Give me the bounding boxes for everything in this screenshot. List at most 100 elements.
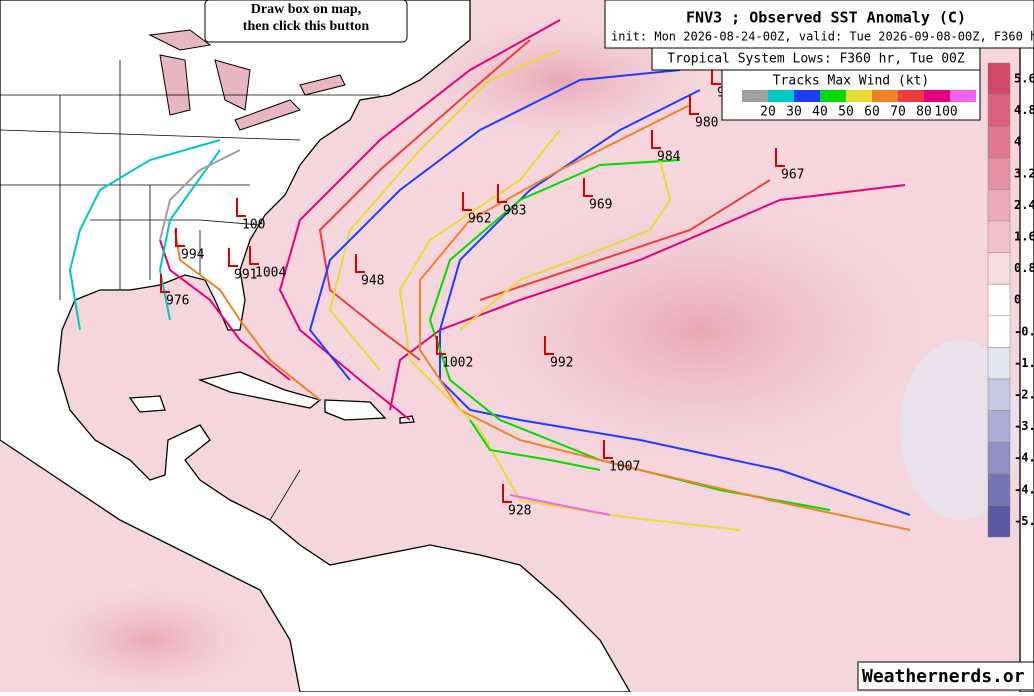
low-marker bbox=[249, 246, 259, 265]
low-marker bbox=[160, 274, 170, 293]
storm-track bbox=[159, 239, 291, 381]
colorbar-cell bbox=[987, 473, 1011, 506]
storm-track bbox=[68, 139, 221, 331]
legend-title: Tracks Max Wind (kt) bbox=[773, 74, 930, 89]
low-pressure: 1007 bbox=[609, 460, 640, 475]
legend-swatch bbox=[846, 90, 872, 102]
colorbar-cell bbox=[987, 505, 1011, 538]
legend-label: 100 bbox=[934, 105, 957, 120]
colorbar-cell bbox=[987, 157, 1011, 190]
low-marker bbox=[355, 254, 365, 273]
colorbar-cell bbox=[987, 220, 1011, 253]
low-marker bbox=[583, 178, 593, 197]
low-pressure: 994 bbox=[181, 248, 205, 263]
colorbar-cell bbox=[987, 189, 1011, 222]
subtitle: init: Mon 2026-08-24-00Z, valid: Tue 202… bbox=[611, 30, 1034, 44]
colorbar-cell bbox=[987, 94, 1011, 127]
storm-track bbox=[398, 129, 741, 531]
colorbar-label: -1. bbox=[1014, 356, 1034, 370]
low-pressure: 1002 bbox=[442, 356, 473, 371]
legend-swatch bbox=[950, 90, 976, 102]
sst-anomaly bbox=[30, 580, 270, 696]
low-marker bbox=[236, 198, 246, 217]
colorbar: 5.6 4.8 4 3.2 2.4 1.6 0.8 0 -0. -1. -2. -3. -4. -4. -5… bbox=[987, 62, 1034, 538]
legend-swatch bbox=[794, 90, 820, 102]
storm-track bbox=[318, 39, 531, 361]
title: FNV3 ; Observed SST Anomaly (C) bbox=[686, 9, 966, 27]
low-pressure: 928 bbox=[508, 504, 531, 519]
legend-label: 30 bbox=[786, 105, 802, 120]
colorbar-label: -4. bbox=[1014, 451, 1034, 465]
colorbar-label: 0 bbox=[1014, 293, 1021, 307]
low-pressure: 992 bbox=[550, 356, 573, 371]
storm-track bbox=[278, 19, 561, 421]
colorbar-label: -4. bbox=[1014, 482, 1034, 496]
low-pressure: 980 bbox=[695, 116, 718, 131]
button[interactable] bbox=[204, 0, 408, 43]
legend-swatch bbox=[872, 90, 898, 102]
watermark: Weathernerds.or bbox=[862, 666, 1025, 687]
legend-label: 40 bbox=[812, 105, 828, 120]
legend-swatch bbox=[820, 90, 846, 102]
storm-track bbox=[509, 494, 611, 516]
low-marker bbox=[502, 484, 512, 503]
low-pressure: 1004 bbox=[255, 266, 286, 281]
watermark-box bbox=[857, 661, 1034, 691]
storm-track bbox=[479, 179, 771, 301]
great-lakes bbox=[148, 29, 346, 131]
colorbar-cell bbox=[987, 125, 1011, 159]
low-marker bbox=[689, 96, 699, 115]
legend-label: 60 bbox=[864, 105, 880, 120]
colorbar-cell bbox=[987, 378, 1011, 411]
low-marker bbox=[462, 192, 472, 211]
legend-swatch bbox=[768, 90, 794, 102]
lows-title: Tropical System Lows: F360 hr, Tue 00Z bbox=[667, 52, 965, 67]
colorbar-label: 2.4 bbox=[1014, 198, 1034, 212]
colorbar-cell bbox=[987, 347, 1011, 380]
storm-track bbox=[174, 229, 321, 401]
low-pressure: 962 bbox=[468, 212, 491, 227]
colorbar-cell bbox=[987, 62, 1011, 95]
low-pressure: 984 bbox=[657, 150, 681, 165]
legend-label: 50 bbox=[838, 105, 854, 120]
colorbar-label: 0.8 bbox=[1014, 261, 1034, 275]
colorbar-cell bbox=[987, 283, 1011, 317]
low-marker bbox=[175, 228, 185, 247]
colorbar-label: 3.2 bbox=[1014, 166, 1034, 180]
legend-swatch bbox=[898, 90, 924, 102]
storm-track bbox=[459, 159, 672, 331]
low-pressure: 100 bbox=[242, 218, 265, 233]
button-text[interactable]: Draw box on map, bbox=[251, 2, 361, 17]
storm-track bbox=[308, 69, 681, 381]
legend-label: 80 bbox=[916, 105, 932, 120]
storm-track bbox=[389, 184, 906, 411]
colorbar-label: -2. bbox=[1014, 388, 1034, 402]
low-marker bbox=[436, 336, 446, 355]
low-marker bbox=[775, 148, 785, 167]
colorbar-cell bbox=[987, 315, 1011, 348]
legend-swatch bbox=[742, 90, 768, 102]
colorbar-label: 5.6 bbox=[1014, 72, 1034, 86]
colorbar-label: 1.6 bbox=[1014, 230, 1034, 244]
colorbar-cell bbox=[987, 441, 1011, 475]
storm-track bbox=[158, 149, 221, 321]
borders bbox=[0, 60, 380, 521]
low-marker bbox=[544, 336, 554, 355]
storm-track bbox=[328, 49, 561, 371]
colorbar-label: 4 bbox=[1014, 135, 1021, 149]
low-pressure: 983 bbox=[503, 204, 526, 219]
low-marker bbox=[228, 248, 238, 267]
colorbar-label: -5. bbox=[1014, 514, 1034, 528]
colorbar-cell bbox=[987, 410, 1011, 443]
button-text[interactable]: then click this button bbox=[243, 19, 370, 34]
storm-track bbox=[419, 104, 911, 531]
colorbar-label: -0. bbox=[1014, 324, 1034, 338]
title-box bbox=[604, 0, 1034, 49]
low-marker bbox=[711, 66, 721, 85]
colorbar-cell bbox=[987, 252, 1011, 285]
low-marker bbox=[497, 184, 507, 203]
colorbar-label: -3. bbox=[1014, 419, 1034, 433]
low-pressure: 969 bbox=[589, 198, 612, 213]
